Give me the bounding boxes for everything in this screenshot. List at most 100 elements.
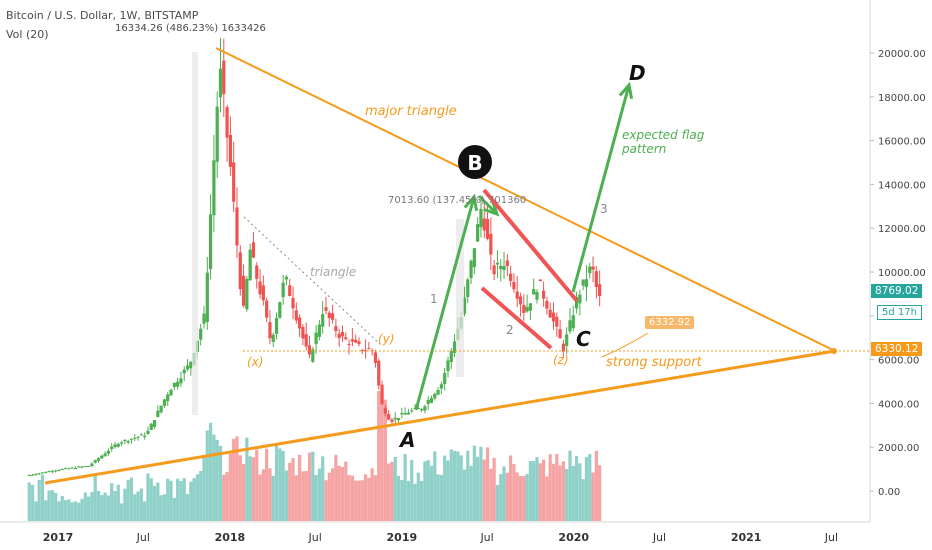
volume-bar <box>271 475 275 521</box>
volume-bar <box>54 492 58 521</box>
candle-body <box>185 365 190 370</box>
price-axis-panel <box>870 0 932 550</box>
price-axis-label: 20000.00 <box>878 49 926 60</box>
volume-bar <box>426 460 430 521</box>
volume-bar <box>83 492 87 521</box>
volume-bar <box>113 491 117 521</box>
volume-bar <box>129 477 134 521</box>
candle-body <box>113 444 117 447</box>
candle-body <box>27 475 31 477</box>
volume-bar <box>429 465 434 521</box>
label-z: (z) <box>553 353 569 367</box>
candle-body <box>509 273 513 281</box>
volume-bar <box>403 453 407 521</box>
volume-bar <box>136 491 140 521</box>
candle-body <box>278 302 282 318</box>
volume-bar <box>133 494 137 521</box>
volume-bar <box>139 488 143 521</box>
volume-bar <box>80 498 84 521</box>
price-axis-label: 2000.00 <box>878 443 919 454</box>
volume-bar <box>413 483 417 521</box>
expected-flag-label-2: pattern <box>621 142 666 156</box>
volume-bar <box>288 462 292 521</box>
volume-indicator-label[interactable]: Vol (20) <box>6 28 49 41</box>
volume-bar <box>357 480 361 521</box>
volume-bar <box>363 474 368 521</box>
candle-body <box>205 272 209 322</box>
volume-bar <box>594 450 598 521</box>
volume-bar <box>522 476 526 521</box>
volume-bar <box>518 475 523 521</box>
candle-body <box>505 260 509 267</box>
candle-body <box>446 360 450 372</box>
candle-body <box>209 214 213 270</box>
candle-body <box>337 333 341 339</box>
candle-body <box>400 413 404 415</box>
volume-bar <box>588 454 592 521</box>
candle-body <box>143 435 147 437</box>
volume-bar <box>370 468 374 521</box>
volume-bar <box>456 451 460 521</box>
candle-body <box>485 218 490 239</box>
candle-body <box>255 265 259 279</box>
candle-body <box>90 463 94 467</box>
volume-bar <box>459 455 463 521</box>
volume-bar <box>199 470 203 521</box>
volume-bar <box>96 490 101 521</box>
volume-bar <box>574 455 579 521</box>
candle-body <box>350 339 354 342</box>
wave-2-label: 2 <box>506 323 514 337</box>
volume-bar <box>169 480 173 521</box>
volume-bar <box>70 502 74 521</box>
support-callout-line <box>601 332 649 358</box>
volume-bar <box>334 454 338 521</box>
volume-bar <box>34 501 38 521</box>
price-axis-label: 14000.00 <box>878 180 926 191</box>
volume-bar <box>383 399 387 521</box>
volume-bar <box>327 472 331 521</box>
volume-bar <box>377 391 381 521</box>
candle-body <box>228 134 232 167</box>
volume-bar <box>551 463 556 521</box>
candle-body <box>182 369 186 374</box>
candle-body <box>518 296 523 305</box>
candle-body <box>54 470 58 472</box>
candle-body <box>215 106 219 162</box>
candle-body <box>298 317 302 329</box>
volume-bar <box>87 496 91 521</box>
candle-body <box>512 281 516 290</box>
volume-bar <box>505 472 509 521</box>
candle-body <box>73 468 78 470</box>
time-axis-label: Jul <box>824 531 838 544</box>
volume-bar <box>251 457 256 521</box>
countdown-tag: 5d 17h <box>877 305 922 320</box>
volume-bar <box>67 499 71 521</box>
candle-body <box>469 260 473 279</box>
candle-body <box>307 345 312 355</box>
time-axis-label: 2019 <box>387 531 418 544</box>
candle-body <box>535 291 539 300</box>
volume-bar <box>571 465 575 521</box>
candle-body <box>152 420 157 427</box>
volume-bar <box>215 439 219 521</box>
candle-body <box>116 443 120 447</box>
volume-bar <box>189 481 193 521</box>
point-d-label: D <box>629 61 646 85</box>
candle-body <box>363 350 368 352</box>
volume-bar <box>380 391 384 521</box>
candle-body <box>258 281 262 295</box>
candle-body <box>146 430 150 435</box>
volume-bar <box>281 450 285 521</box>
volume-bar <box>532 461 536 521</box>
candle-body <box>476 224 480 242</box>
volume-bar <box>116 484 120 521</box>
candle-body <box>584 279 589 288</box>
wave-3-label: 3 <box>600 202 608 216</box>
volume-bar <box>393 456 397 521</box>
volume-bar <box>354 480 358 521</box>
candle-body <box>489 233 493 255</box>
volume-bar <box>598 465 602 521</box>
volume-bar <box>291 458 295 521</box>
point-c-label: C <box>576 327 591 351</box>
